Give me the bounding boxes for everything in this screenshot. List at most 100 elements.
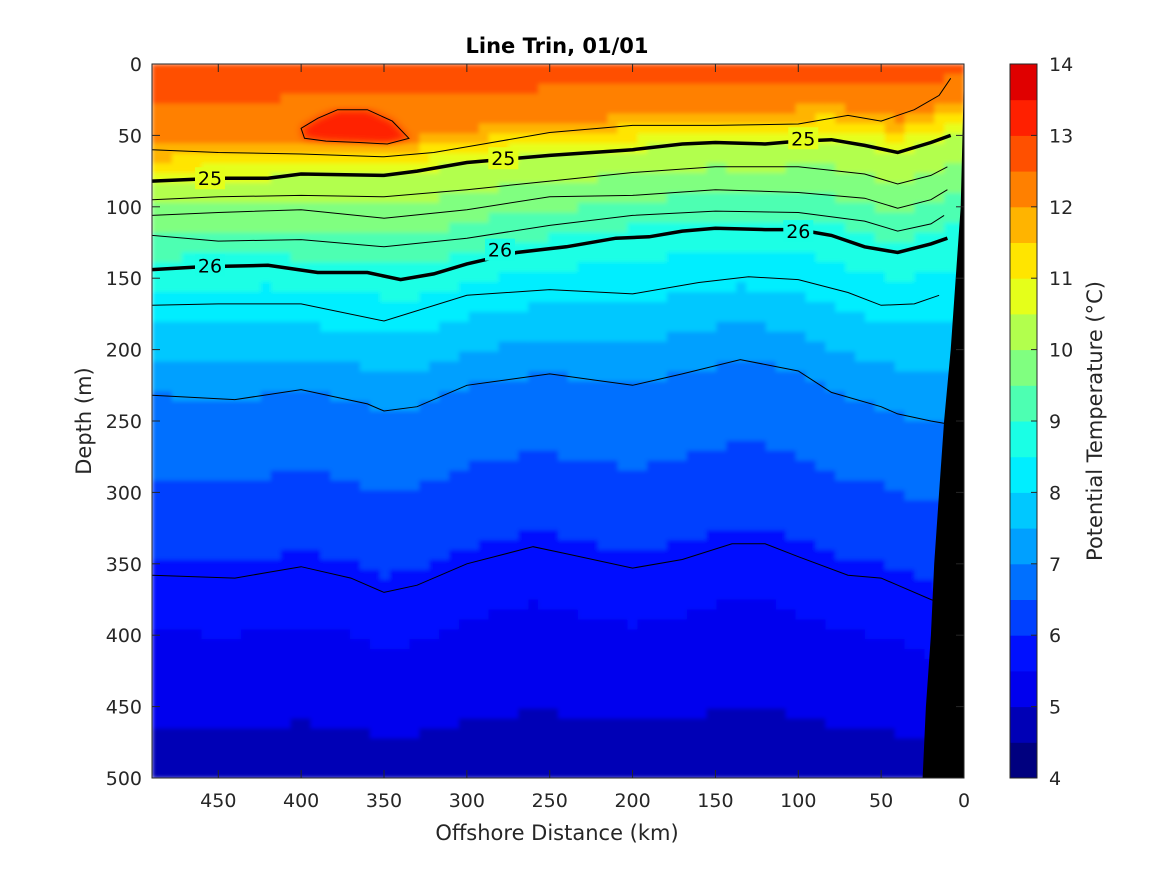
temperature-cell — [359, 292, 371, 303]
temperature-cell — [696, 589, 708, 601]
temperature-cell — [627, 202, 638, 214]
temperature-cell — [468, 73, 480, 85]
temperature-cell — [221, 73, 232, 85]
temperature-cell — [548, 619, 559, 630]
temperature-cell — [330, 520, 341, 531]
temperature-cell — [300, 559, 312, 571]
temperature-cell — [726, 371, 737, 382]
temperature-cell — [666, 688, 678, 700]
temperature-cell — [558, 470, 569, 482]
temperature-cell — [597, 579, 609, 591]
temperature-cell — [171, 83, 183, 95]
temperature-cell — [359, 222, 371, 234]
temperature-cell — [280, 401, 292, 412]
temperature-cell — [201, 738, 213, 749]
temperature-cell — [567, 480, 579, 492]
temperature-cell — [746, 530, 757, 541]
temperature-cell — [548, 718, 559, 730]
temperature-cell — [181, 510, 193, 521]
temperature-cell — [201, 212, 213, 224]
temperature-cell — [825, 163, 836, 174]
temperature-cell — [805, 113, 817, 125]
temperature-cell — [617, 143, 628, 154]
temperature-cell — [617, 93, 628, 105]
temperature-cell — [775, 659, 787, 670]
temperature-cell — [478, 480, 490, 492]
temperature-cell — [508, 83, 519, 95]
temperature-cell — [221, 490, 232, 501]
temperature-cell — [280, 728, 292, 739]
temperature-cell — [666, 272, 678, 283]
temperature-cell — [765, 292, 777, 303]
temperature-cell — [676, 480, 688, 492]
temperature-cell — [251, 579, 262, 591]
temperature-cell — [815, 758, 826, 769]
temperature-cell — [171, 639, 183, 650]
temperature-cell — [171, 341, 183, 353]
temperature-cell — [171, 292, 183, 303]
temperature-cell — [488, 619, 500, 630]
temperature-cell — [518, 708, 529, 720]
temperature-cell — [161, 123, 173, 135]
temperature-cell — [449, 292, 460, 303]
temperature-cell — [270, 411, 282, 422]
temperature-cell — [161, 708, 173, 720]
temperature-cell — [241, 401, 252, 412]
temperature-cell — [538, 183, 549, 194]
temperature-cell — [627, 262, 638, 273]
temperature-cell — [429, 391, 440, 402]
temperature-cell — [676, 321, 688, 333]
temperature-cell — [369, 490, 381, 501]
temperature-cell — [468, 341, 480, 353]
temperature-cell — [330, 381, 341, 392]
temperature-cell — [657, 659, 668, 670]
temperature-cell — [647, 698, 658, 710]
temperature-cell — [389, 202, 401, 214]
temperature-cell — [607, 559, 619, 571]
temperature-cell — [706, 183, 718, 194]
temperature-cell — [300, 718, 312, 730]
temperature-cell — [468, 183, 480, 194]
temperature-cell — [498, 272, 510, 283]
temperature-cell — [597, 242, 609, 254]
temperature-cell — [389, 599, 401, 611]
temperature-cell — [528, 470, 539, 482]
temperature-cell — [379, 678, 391, 690]
temperature-cell — [260, 718, 272, 730]
temperature-cell — [548, 292, 559, 303]
temperature-cell — [686, 450, 698, 462]
temperature-cell — [538, 748, 549, 759]
temperature-cell — [231, 381, 242, 392]
temperature-cell — [795, 302, 807, 313]
temperature-cell — [310, 252, 321, 263]
temperature-cell — [538, 173, 549, 184]
temperature-cell — [330, 163, 341, 174]
temperature-cell — [785, 212, 797, 224]
temperature-cell — [637, 599, 648, 611]
temperature-cell — [449, 659, 460, 670]
temperature-cell — [706, 192, 718, 204]
temperature-cell — [449, 183, 460, 194]
temperature-cell — [369, 708, 381, 720]
temperature-cell — [399, 153, 411, 164]
temperature-cell — [825, 64, 836, 75]
temperature-cell — [231, 411, 242, 422]
temperature-cell — [795, 678, 807, 690]
temperature-cell — [567, 401, 579, 412]
temperature-cell — [340, 768, 351, 778]
temperature-cell — [617, 668, 628, 680]
temperature-cell — [657, 490, 668, 501]
temperature-cell — [221, 321, 232, 333]
temperature-cell — [161, 549, 173, 561]
temperature-cell — [518, 450, 529, 462]
temperature-cell — [825, 599, 836, 611]
temperature-cell — [686, 708, 698, 720]
temperature-cell — [558, 728, 569, 739]
temperature-cell — [676, 490, 688, 501]
temperature-cell — [548, 520, 559, 531]
temperature-cell — [389, 212, 401, 224]
temperature-cell — [765, 113, 777, 125]
temperature-cell — [221, 549, 232, 561]
temperature-cell — [815, 232, 826, 244]
temperature-cell — [567, 302, 579, 313]
